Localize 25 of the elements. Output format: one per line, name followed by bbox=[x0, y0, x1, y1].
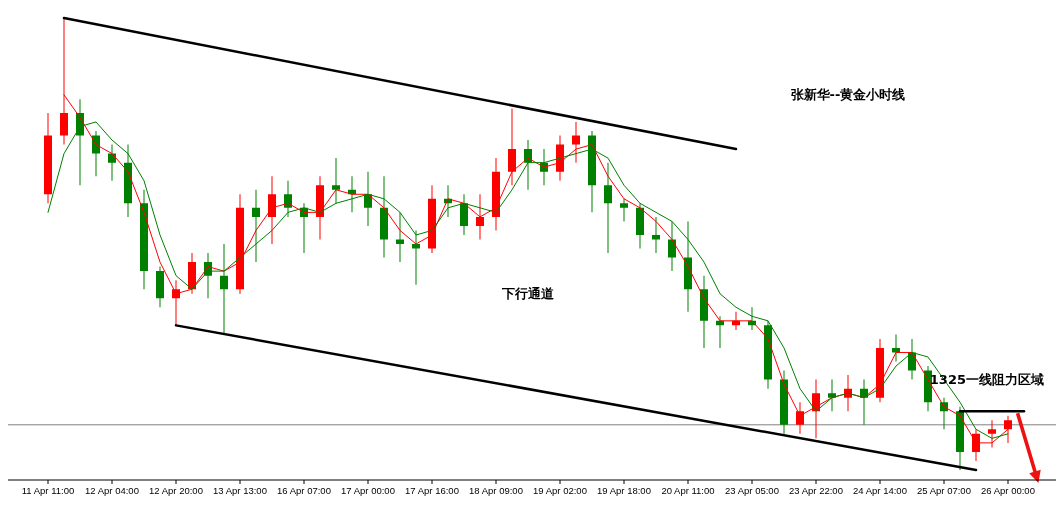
candlestick bbox=[620, 198, 628, 222]
x-tick-label: 12 Apr 20:00 bbox=[149, 485, 203, 496]
candlestick bbox=[508, 108, 516, 186]
x-tick-label: 23 Apr 05:00 bbox=[725, 485, 779, 496]
candlestick bbox=[396, 212, 404, 263]
x-tick-label: 20 Apr 11:00 bbox=[661, 485, 715, 496]
x-tick-label: 12 Apr 04:00 bbox=[85, 485, 139, 496]
x-tick-label: 13 Apr 13:00 bbox=[213, 485, 267, 496]
x-tick-label: 24 Apr 14:00 bbox=[853, 485, 907, 496]
x-tick-label: 19 Apr 18:00 bbox=[597, 485, 651, 496]
x-tick-label: 11 Apr 11:00 bbox=[21, 485, 75, 496]
candlestick bbox=[332, 158, 340, 204]
candlestick bbox=[412, 230, 420, 285]
x-tick-label: 17 Apr 00:00 bbox=[341, 485, 395, 496]
x-tick-label: 26 Apr 00:00 bbox=[981, 485, 1035, 496]
x-tick-label: 19 Apr 02:00 bbox=[533, 485, 587, 496]
x-tick-label: 23 Apr 22:00 bbox=[789, 485, 843, 496]
candlestick bbox=[252, 189, 260, 263]
candlestick bbox=[604, 162, 612, 254]
x-tick-label: 25 Apr 07:00 bbox=[917, 485, 971, 496]
text: 张新华--黄金小时线 bbox=[790, 87, 906, 103]
x-tick-label: 16 Apr 07:00 bbox=[277, 485, 331, 496]
x-tick-label: 17 Apr 16:00 bbox=[405, 485, 459, 496]
x-tick-label: 18 Apr 09:00 bbox=[469, 485, 523, 496]
annotation: 下行通道 bbox=[501, 286, 555, 302]
